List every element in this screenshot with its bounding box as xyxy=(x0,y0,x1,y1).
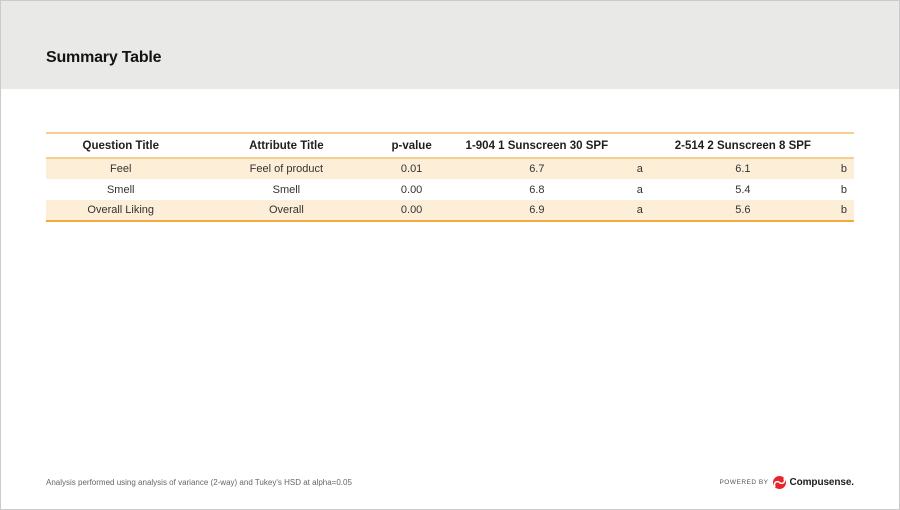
cell-product-2-value: 5.4 xyxy=(735,183,751,196)
compusense-logo-icon xyxy=(772,476,786,489)
cell-product-1-letter: a xyxy=(636,163,643,175)
cell-product-1-letter: a xyxy=(636,204,643,216)
summary-table-container: Question Title Attribute Title p-value 1… xyxy=(46,132,854,222)
column-header-product-1: 1-904 1 Sunscreen 30 SPF xyxy=(465,139,609,152)
cell-product-1-value: 6.8 xyxy=(529,183,545,196)
cell-attribute: Feel of product xyxy=(249,163,324,175)
powered-by-label: POWERED BY xyxy=(719,479,769,486)
cell-attribute: Smell xyxy=(272,183,301,196)
page-footer: Analysis performed using analysis of var… xyxy=(46,476,854,489)
column-header-product-2-letter xyxy=(834,133,854,158)
page-header: Summary Table xyxy=(1,1,899,89)
column-header-p-value: p-value xyxy=(391,139,432,152)
cell-product-1-value: 6.9 xyxy=(529,204,545,216)
analysis-footnote: Analysis performed using analysis of var… xyxy=(46,478,352,487)
column-header-attribute-title: Attribute Title xyxy=(249,139,324,152)
table-row: Feel Feel of product 0.01 6.7 a 6.1 b xyxy=(46,158,854,179)
cell-p-value: 0.01 xyxy=(400,163,423,175)
summary-table: Question Title Attribute Title p-value 1… xyxy=(46,132,854,222)
cell-p-value: 0.00 xyxy=(400,183,423,196)
table-header-row: Question Title Attribute Title p-value 1… xyxy=(46,133,854,158)
cell-product-2-letter: b xyxy=(840,204,847,216)
cell-p-value: 0.00 xyxy=(400,204,423,216)
cell-question: Overall Liking xyxy=(87,204,155,216)
cell-product-2-value: 5.6 xyxy=(735,204,751,216)
page-title: Summary Table xyxy=(46,49,162,66)
cell-product-1-value: 6.7 xyxy=(529,163,545,175)
table-row: Overall Liking Overall 0.00 6.9 a 5.6 b xyxy=(46,200,854,221)
table-row: Smell Smell 0.00 6.8 a 5.4 b xyxy=(46,179,854,200)
cell-question: Smell xyxy=(106,183,135,196)
column-header-question-title: Question Title xyxy=(82,139,159,152)
column-header-product-2: 2-514 2 Sunscreen 8 SPF xyxy=(674,139,811,152)
cell-product-2-letter: b xyxy=(840,183,847,196)
column-header-product-1-letter xyxy=(628,133,652,158)
brand-name: Compusense. xyxy=(789,477,855,488)
powered-by-block: POWERED BY Compusense. xyxy=(719,476,854,489)
cell-question: Feel xyxy=(110,163,132,175)
cell-product-1-letter: a xyxy=(636,183,643,196)
cell-attribute: Overall xyxy=(268,204,304,216)
cell-product-2-value: 6.1 xyxy=(735,163,751,175)
cell-product-2-letter: b xyxy=(840,163,847,175)
